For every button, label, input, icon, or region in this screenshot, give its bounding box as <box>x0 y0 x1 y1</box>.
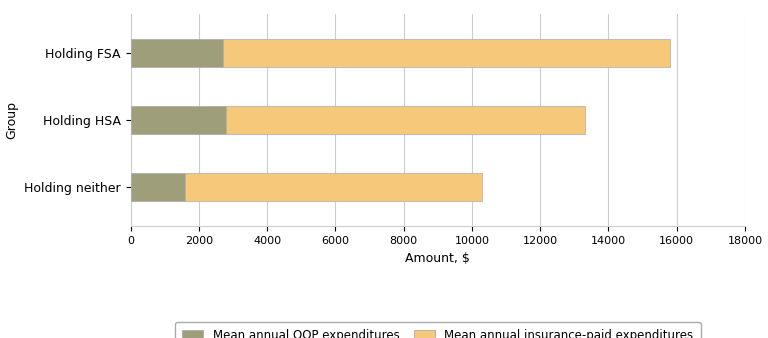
Bar <box>185 173 482 200</box>
X-axis label: Amount, $: Amount, $ <box>406 252 470 265</box>
Bar <box>223 40 670 67</box>
Legend: Mean annual OOP expenditures, Mean annual insurance-paid expenditures: Mean annual OOP expenditures, Mean annua… <box>175 322 700 338</box>
Bar <box>226 106 584 134</box>
Bar <box>131 40 223 67</box>
Bar <box>131 106 226 134</box>
Y-axis label: Group: Group <box>5 101 18 139</box>
Bar <box>131 173 185 200</box>
